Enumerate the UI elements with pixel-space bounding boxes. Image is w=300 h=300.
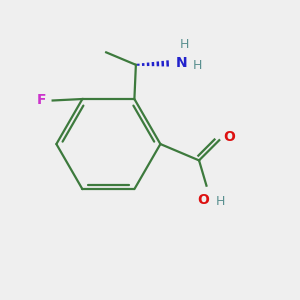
Text: O: O (223, 130, 235, 144)
Text: O: O (198, 193, 209, 207)
Text: F: F (37, 94, 46, 107)
Text: N: N (176, 56, 187, 70)
Text: H: H (192, 59, 202, 72)
Text: H: H (180, 38, 190, 51)
Text: H: H (216, 195, 225, 208)
